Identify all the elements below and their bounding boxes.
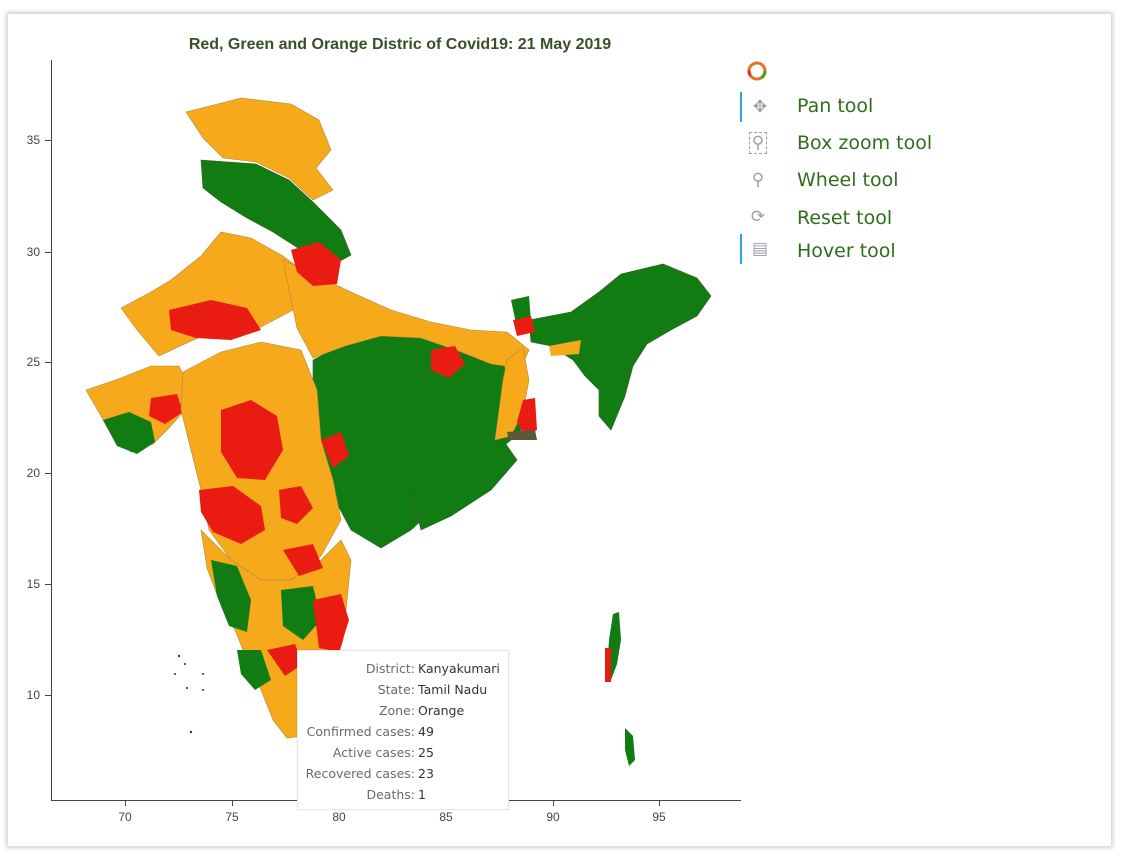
region-south-green-3 — [237, 650, 271, 690]
x-tick — [125, 800, 126, 806]
x-tick-label: 70 — [118, 810, 132, 824]
wheel-zoom-tool-button[interactable]: ⚲ — [740, 165, 776, 195]
y-tick — [45, 252, 51, 253]
box-zoom-tool-button[interactable]: ⚲ — [740, 128, 776, 158]
region-lakshadweep — [174, 654, 204, 734]
y-tick-label: 30 — [26, 245, 40, 259]
hover-tooltip: District: Kanyakumari State: Tamil Nadu … — [297, 650, 509, 810]
y-tick-label: 10 — [26, 688, 40, 702]
box-zoom-tool-label: Box zoom tool — [797, 132, 933, 154]
x-tick-label: 80 — [332, 810, 346, 824]
region-gujarat-red — [149, 394, 183, 424]
x-tick-label: 85 — [439, 810, 453, 824]
region-sundarbans — [507, 430, 537, 440]
map-plot[interactable] — [51, 60, 741, 800]
region-red-central-2 — [321, 432, 349, 468]
region-south-green — [211, 560, 251, 632]
y-tick — [45, 473, 51, 474]
pan-tool-label: Pan tool — [797, 95, 874, 117]
pan-icon: ✥ — [752, 97, 768, 117]
tooltip-key: Confirmed cases: — [306, 724, 415, 739]
tooltip-row-active: Active cases: 25 — [298, 745, 508, 766]
x-tick — [553, 800, 554, 806]
x-tick — [232, 800, 233, 806]
region-red-maharashtra — [199, 486, 265, 544]
x-tick-label: 90 — [546, 810, 560, 824]
hover-tool-label: Hover tool — [797, 240, 896, 262]
tooltip-key: Active cases: — [332, 745, 415, 760]
region-nicobar — [625, 728, 635, 766]
tooltip-row-recovered: Recovered cases: 23 — [298, 766, 508, 787]
tooltip-key: Recovered cases: — [305, 766, 415, 781]
hover-tool-button[interactable]: ▤ — [740, 234, 778, 264]
region-south-green-2 — [281, 586, 321, 640]
tooltip-key: State: — [377, 682, 415, 697]
wheel-zoom-icon: ⚲ — [751, 170, 765, 190]
tooltip-row-state: State: Tamil Nadu — [298, 682, 508, 703]
tooltip-key: Zone: — [378, 703, 415, 718]
x-tick-label: 95 — [652, 810, 666, 824]
tooltip-row-deaths: Deaths: 1 — [298, 787, 508, 808]
box-zoom-icon: ⚲ — [748, 132, 768, 154]
reset-icon: ⟳ — [750, 207, 766, 227]
region-red-mid — [279, 486, 313, 524]
wheel-tool-label: Wheel tool — [797, 169, 899, 191]
hover-icon: ▤ — [751, 239, 769, 259]
y-tick-label: 35 — [26, 133, 40, 147]
tooltip-row-zone: Zone: Orange — [298, 703, 508, 724]
region-northeast — [528, 263, 712, 431]
tooltip-value: 49 — [418, 724, 434, 739]
reset-tool-button[interactable]: ⟳ — [740, 202, 776, 232]
y-tick — [45, 584, 51, 585]
region-odisha — [410, 439, 518, 531]
y-tick — [45, 140, 51, 141]
reset-tool-label: Reset tool — [797, 207, 893, 229]
y-tick — [45, 362, 51, 363]
pan-tool-button[interactable]: ✥ — [740, 92, 778, 122]
tooltip-row-confirmed: Confirmed cases: 49 — [298, 724, 508, 745]
region-red-south — [267, 644, 303, 676]
region-gujarat-green — [103, 412, 155, 454]
y-tick — [45, 695, 51, 696]
region-red-up — [291, 242, 341, 286]
tooltip-value: 1 — [418, 787, 426, 802]
map-title: Red, Green and Orange Distric of Covid19… — [188, 36, 612, 53]
tooltip-value: Orange — [418, 703, 465, 718]
x-tick — [659, 800, 660, 806]
tooltip-row-district: District: Kanyakumari — [298, 661, 508, 682]
x-tick-label: 75 — [225, 810, 239, 824]
y-tick-label: 20 — [26, 466, 40, 480]
tooltip-value: 25 — [418, 745, 434, 760]
region-north-kashmir — [185, 97, 334, 201]
plot-toolbar: ✥ ⚲ ⚲ ⟳ ▤ — [740, 58, 780, 278]
region-red-northeast — [513, 316, 535, 336]
region-red-kolkata — [517, 398, 537, 436]
tooltip-value: Kanyakumari — [418, 661, 500, 676]
region-andaman-red — [605, 648, 611, 682]
y-tick-label: 25 — [26, 355, 40, 369]
y-axis-line — [51, 60, 52, 800]
y-tick-label: 15 — [26, 577, 40, 591]
region-red-mp — [221, 400, 283, 480]
tooltip-key: Deaths: — [366, 787, 415, 802]
region-red-chennai — [313, 594, 349, 652]
tooltip-value: 23 — [418, 766, 434, 781]
region-red-northwest — [169, 300, 261, 340]
region-ne-orange — [549, 340, 581, 356]
region-red-bihar — [431, 346, 465, 378]
tooltip-key: District: — [365, 661, 415, 676]
bokeh-logo-icon[interactable] — [746, 60, 768, 82]
region-red-telangana — [283, 544, 323, 576]
tooltip-value: Tamil Nadu — [418, 682, 488, 697]
